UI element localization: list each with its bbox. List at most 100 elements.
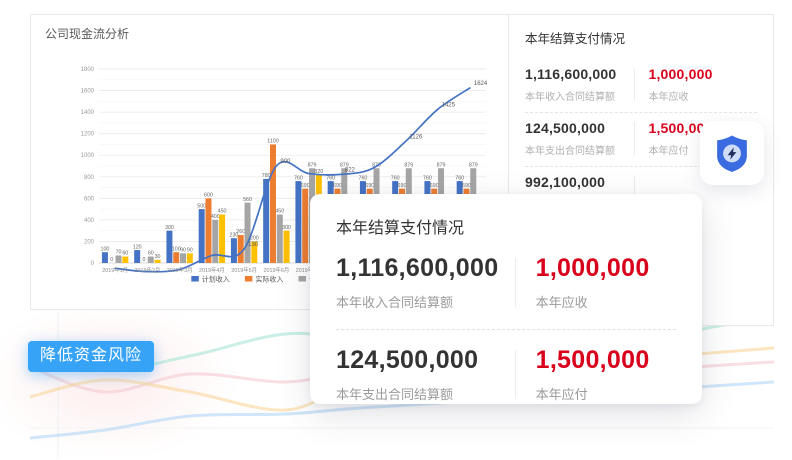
svg-text:690: 690 — [430, 183, 439, 189]
reduce-risk-badge[interactable]: 降低资金风险 — [28, 341, 155, 372]
svg-text:800: 800 — [84, 175, 95, 181]
svg-text:2019年6月: 2019年6月 — [263, 266, 289, 274]
svg-text:1425: 1425 — [442, 102, 456, 108]
svg-text:690: 690 — [301, 183, 310, 189]
security-shield-bolt-icon — [717, 135, 747, 172]
expense-settlement-value: 124,500,000 — [336, 346, 479, 374]
svg-text:60: 60 — [122, 251, 128, 257]
svg-text:200: 200 — [250, 236, 259, 242]
svg-text:120: 120 — [133, 244, 142, 250]
svg-text:690: 690 — [365, 183, 374, 189]
summary-row-expense: 124,500,000 本年支出合同结算额 1,500,000 本年应付 — [525, 113, 757, 166]
svg-text:560: 560 — [243, 197, 252, 203]
svg-text:760: 760 — [326, 175, 335, 181]
svg-text:879: 879 — [308, 162, 317, 168]
balance-value: 992,100,000 — [525, 174, 606, 190]
receivable-value: 1,000,000 — [535, 254, 650, 282]
receivable-label: 本年应收 — [535, 295, 588, 310]
payable-label: 本年应付 — [648, 146, 689, 157]
svg-text:450: 450 — [218, 209, 227, 215]
svg-text:100: 100 — [101, 246, 110, 252]
income-settlement-label: 本年收入合同结算额 — [525, 92, 615, 103]
expense-settlement-label: 本年支出合同结算额 — [525, 146, 615, 157]
svg-text:230: 230 — [230, 232, 239, 238]
svg-text:820: 820 — [314, 169, 323, 175]
settlement-overlay-card: 本年结算支付情况 1,116,600,000 本年收入合同结算额 1,000,0… — [310, 194, 702, 404]
svg-text:2019年4月: 2019年4月 — [199, 266, 225, 274]
security-feature-card[interactable] — [700, 121, 764, 185]
svg-text:1800: 1800 — [81, 67, 95, 73]
svg-text:0: 0 — [110, 257, 113, 263]
svg-text:2019年2月: 2019年2月 — [134, 266, 160, 274]
svg-text:690: 690 — [333, 183, 342, 189]
svg-text:879: 879 — [340, 162, 349, 168]
svg-text:实际收入: 实际收入 — [255, 275, 283, 284]
svg-text:760: 760 — [359, 175, 368, 181]
expense-settlement-label: 本年支出合同结算额 — [336, 387, 454, 402]
svg-text:879: 879 — [437, 162, 446, 168]
receivable-value: 1,000,000 — [648, 66, 713, 82]
dashed-divider — [525, 166, 757, 167]
income-settlement-value: 1,116,600,000 — [336, 254, 499, 282]
svg-text:1100: 1100 — [267, 139, 278, 145]
payable-value: 1,500,000 — [535, 346, 650, 374]
svg-text:2019年7月: 2019年7月 — [296, 266, 322, 274]
svg-text:计划收入: 计划收入 — [202, 275, 230, 284]
svg-text:1600: 1600 — [81, 89, 95, 95]
overlay-row-expense: 124,500,000 本年支出合同结算额 1,500,000 本年应付 — [336, 346, 676, 403]
svg-text:200: 200 — [84, 239, 95, 245]
income-settlement-value: 1,116,600,000 — [525, 66, 617, 82]
svg-text:1624: 1624 — [474, 81, 488, 87]
overlay-row-income: 1,116,600,000 本年收入合同结算额 1,000,000 本年应收 — [336, 254, 676, 311]
svg-text:70: 70 — [116, 250, 122, 256]
divider — [633, 68, 635, 101]
expense-settlement-value: 124,500,000 — [525, 120, 606, 136]
summary-row-income: 1,116,600,000 本年收入合同结算额 1,000,000 本年应收 — [525, 59, 757, 112]
svg-text:100: 100 — [172, 246, 181, 252]
svg-text:780: 780 — [262, 173, 271, 179]
svg-text:690: 690 — [462, 183, 471, 189]
svg-text:1200: 1200 — [81, 132, 95, 138]
income-settlement-label: 本年收入合同结算额 — [336, 295, 454, 310]
svg-text:600: 600 — [204, 193, 213, 199]
svg-text:0: 0 — [142, 257, 145, 263]
svg-text:90: 90 — [187, 248, 193, 254]
svg-text:900: 900 — [280, 159, 291, 165]
divider — [633, 176, 635, 209]
svg-text:0: 0 — [91, 261, 95, 267]
svg-text:822: 822 — [345, 167, 356, 173]
svg-text:600: 600 — [84, 196, 95, 202]
payable-value: 1,500,000 — [648, 120, 713, 136]
svg-text:2019年1月: 2019年1月 — [102, 266, 128, 274]
overlay-title: 本年结算支付情况 — [336, 220, 465, 237]
svg-text:130: 130 — [248, 242, 259, 248]
payable-label: 本年应付 — [535, 387, 588, 402]
svg-text:300: 300 — [165, 225, 174, 231]
svg-text:90: 90 — [180, 248, 186, 254]
chart-title: 公司现金流分析 — [45, 27, 130, 41]
svg-text:500: 500 — [197, 203, 206, 209]
svg-text:760: 760 — [423, 175, 432, 181]
svg-text:1126: 1126 — [409, 135, 423, 141]
svg-text:30: 30 — [155, 254, 161, 260]
summary-title: 本年结算支付情况 — [525, 32, 626, 46]
svg-text:879: 879 — [404, 162, 413, 168]
svg-text:760: 760 — [294, 175, 303, 181]
receivable-label: 本年应收 — [648, 92, 689, 103]
divider — [514, 350, 516, 399]
svg-text:2019年5月: 2019年5月 — [231, 266, 257, 274]
svg-text:879: 879 — [469, 162, 478, 168]
svg-text:2019年3月: 2019年3月 — [167, 266, 193, 274]
svg-text:760: 760 — [391, 175, 400, 181]
svg-text:300: 300 — [282, 225, 291, 231]
divider — [633, 122, 635, 155]
svg-text:400: 400 — [211, 214, 220, 220]
dashed-divider — [336, 329, 676, 330]
divider — [514, 258, 516, 307]
dashed-divider — [525, 112, 757, 113]
svg-text:400: 400 — [84, 218, 95, 224]
svg-text:60: 60 — [148, 251, 154, 257]
svg-text:260: 260 — [236, 229, 245, 235]
svg-text:450: 450 — [275, 209, 284, 215]
svg-text:760: 760 — [455, 175, 464, 181]
